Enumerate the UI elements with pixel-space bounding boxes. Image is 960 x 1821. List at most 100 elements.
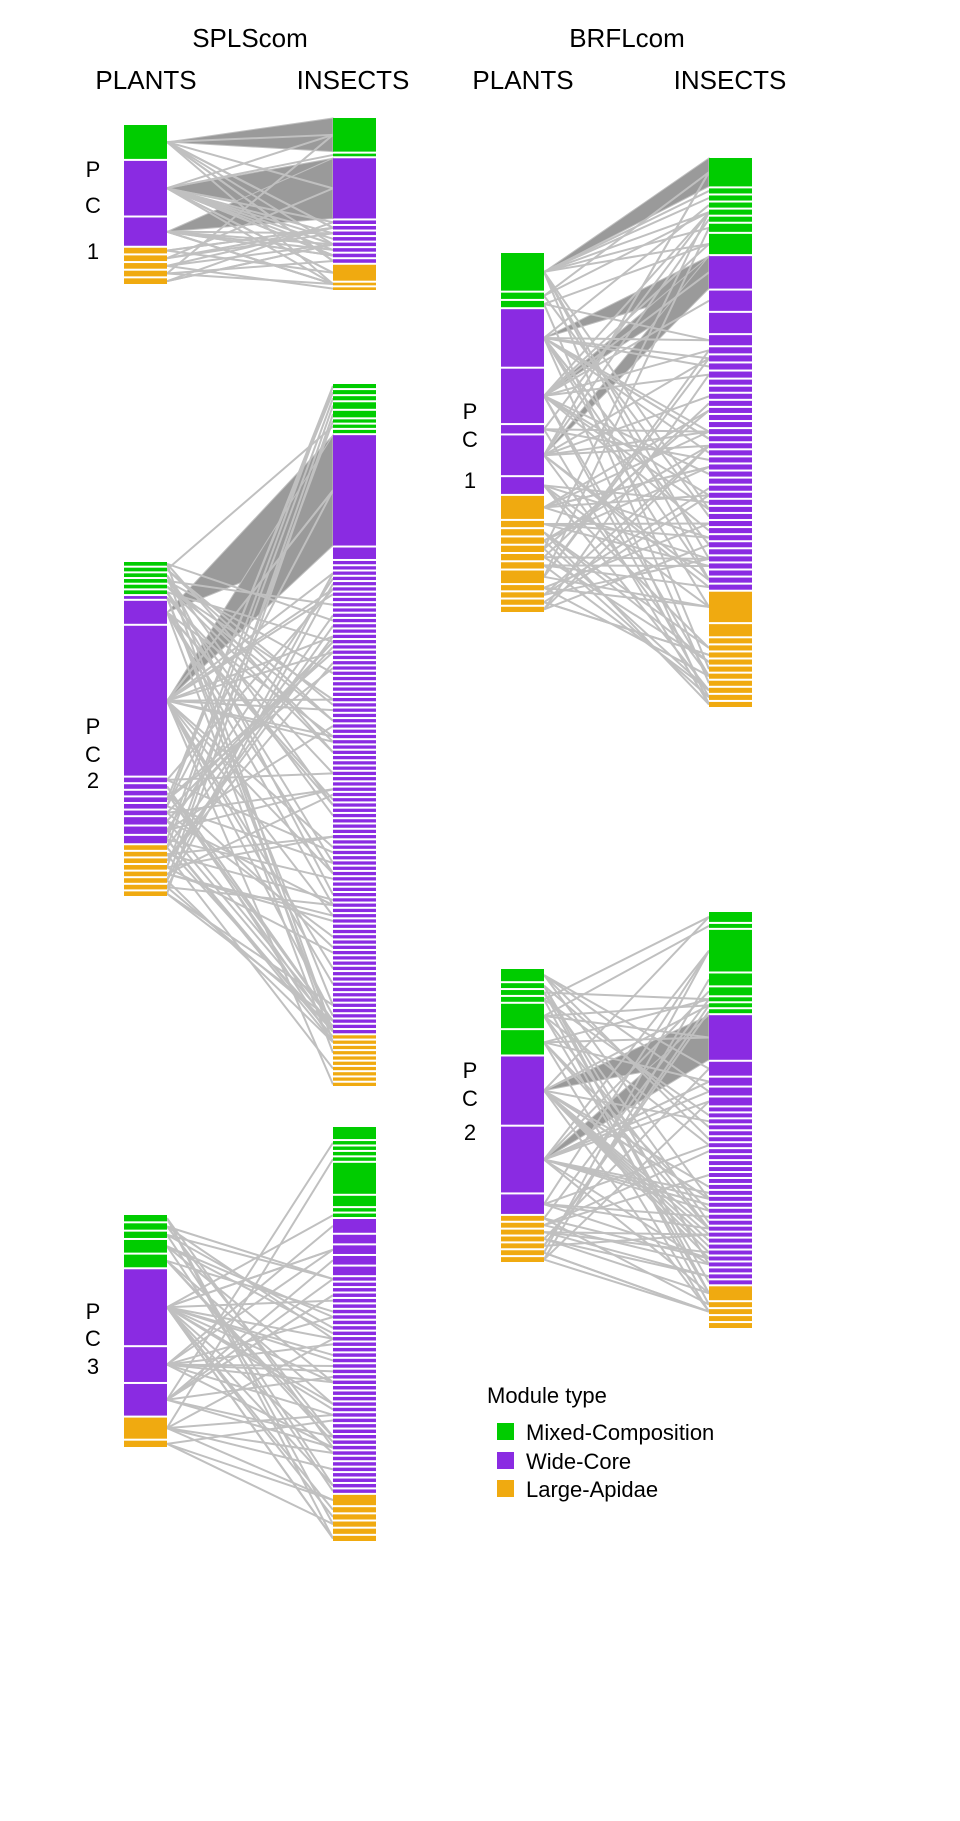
- interaction-link: [166, 1419, 334, 1445]
- insect-module-wide-core: [709, 1280, 752, 1285]
- insect-module-wide-core: [333, 698, 376, 702]
- interaction-link: [166, 153, 334, 190]
- insect-module-wide-core: [333, 998, 376, 1002]
- insect-module-wide-core: [709, 1137, 752, 1142]
- plant-module-mixed-composition: [501, 990, 544, 995]
- insect-module-wide-core: [333, 435, 376, 546]
- insect-module-wide-core: [709, 535, 752, 541]
- insect-module-wide-core: [333, 655, 376, 660]
- insect-module-wide-core: [333, 231, 376, 236]
- insect-module-wide-core: [709, 457, 752, 463]
- insect-module-mixed-composition: [333, 1141, 376, 1145]
- interaction-link: [166, 699, 334, 848]
- insect-module-wide-core: [333, 977, 376, 981]
- interaction-link: [543, 357, 710, 457]
- interaction-link: [166, 385, 334, 807]
- insect-module-wide-core: [333, 1030, 376, 1034]
- insect-module-large-apidae: [333, 1528, 376, 1534]
- interaction-link: [166, 597, 334, 1033]
- insect-module-wide-core: [709, 422, 752, 428]
- insect-module-wide-core: [333, 1014, 376, 1018]
- plant-module-wide-core: [124, 790, 167, 796]
- interaction-link: [166, 425, 334, 571]
- insect-module-wide-core: [333, 887, 376, 891]
- insect-module-wide-core: [709, 355, 752, 362]
- plant-module-large-apidae: [124, 255, 167, 262]
- insect-module-wide-core: [333, 1219, 376, 1233]
- insect-module-mixed-composition: [709, 1009, 752, 1014]
- insect-module-wide-core: [333, 1008, 376, 1013]
- insect-module-large-apidae: [709, 652, 752, 658]
- insect-module-wide-core: [333, 850, 376, 855]
- insect-module-large-apidae: [709, 687, 752, 693]
- plant-module-mixed-composition: [124, 579, 167, 583]
- insect-module-wide-core: [333, 1451, 376, 1455]
- plant-module-large-apidae: [124, 878, 167, 883]
- insect-module-wide-core: [333, 877, 376, 881]
- insect-module-wide-core: [333, 1315, 376, 1319]
- plant-module-mixed-composition: [501, 983, 544, 989]
- insect-module-mixed-composition: [333, 390, 376, 395]
- interaction-link: [166, 1306, 334, 1487]
- interaction-link: [543, 950, 710, 1161]
- interaction-link: [543, 444, 710, 457]
- insect-module-mixed-composition: [709, 158, 752, 187]
- pc-label-char: P: [86, 1299, 101, 1324]
- insect-module-wide-core: [709, 1015, 752, 1060]
- plant-module-wide-core: [124, 810, 167, 816]
- insect-module-wide-core: [709, 290, 752, 311]
- insect-module-wide-core: [709, 1061, 752, 1076]
- pc-label-char: P: [463, 399, 478, 424]
- interaction-link: [166, 243, 334, 267]
- insect-module-large-apidae: [333, 1035, 376, 1039]
- interaction-link: [543, 430, 710, 457]
- insect-module-large-apidae: [333, 287, 376, 290]
- insect-module-mixed-composition: [333, 1157, 376, 1161]
- insect-module-large-apidae: [709, 659, 752, 665]
- interaction-link: [166, 1306, 334, 1454]
- insect-module-wide-core: [333, 1467, 376, 1472]
- interaction-link: [543, 336, 710, 368]
- interaction-link: [166, 397, 334, 848]
- insect-module-wide-core: [333, 1418, 376, 1423]
- interaction-link: [166, 1442, 334, 1501]
- insect-module-wide-core: [333, 597, 376, 602]
- insect-module-wide-core: [709, 528, 752, 534]
- legend-label-wide-core: Wide-Core: [526, 1449, 631, 1474]
- plant-module-mixed-composition: [501, 1003, 544, 1029]
- insect-module-large-apidae: [709, 1309, 752, 1315]
- insect-module-wide-core: [333, 824, 376, 828]
- interaction-link: [543, 1100, 710, 1261]
- interaction-link: [543, 1258, 710, 1313]
- interaction-link: [543, 402, 710, 558]
- interaction-link: [166, 579, 334, 675]
- interaction-link: [166, 1248, 334, 1366]
- insect-module-wide-core: [333, 792, 376, 797]
- insect-module-wide-core: [333, 940, 376, 944]
- insect-module-wide-core: [333, 1369, 376, 1374]
- insect-module-wide-core: [333, 661, 376, 665]
- brflcom-pc2-links: [543, 916, 710, 1313]
- plant-module-large-apidae: [124, 865, 167, 870]
- insect-module-wide-core: [333, 713, 376, 718]
- insect-module-wide-core: [333, 1380, 376, 1385]
- modules-layer: [124, 118, 752, 1541]
- insect-module-wide-core: [333, 703, 376, 707]
- insect-module-large-apidae: [333, 1072, 376, 1076]
- insect-module-wide-core: [333, 634, 376, 639]
- pc-label-char: 1: [464, 468, 476, 493]
- insect-module-wide-core: [709, 1214, 752, 1219]
- insect-module-wide-core: [709, 400, 752, 406]
- interaction-link: [543, 271, 710, 397]
- insect-module-wide-core: [333, 1293, 376, 1297]
- insect-module-wide-core: [333, 1304, 376, 1308]
- interaction-link: [543, 998, 710, 1219]
- insect-module-large-apidae: [333, 1077, 376, 1081]
- insect-module-wide-core: [333, 898, 376, 902]
- insect-module-wide-core: [709, 1190, 752, 1195]
- plant-module-large-apidae: [501, 1257, 544, 1262]
- insect-module-wide-core: [333, 903, 376, 907]
- insect-module-wide-core: [333, 871, 376, 876]
- interaction-link: [166, 243, 334, 283]
